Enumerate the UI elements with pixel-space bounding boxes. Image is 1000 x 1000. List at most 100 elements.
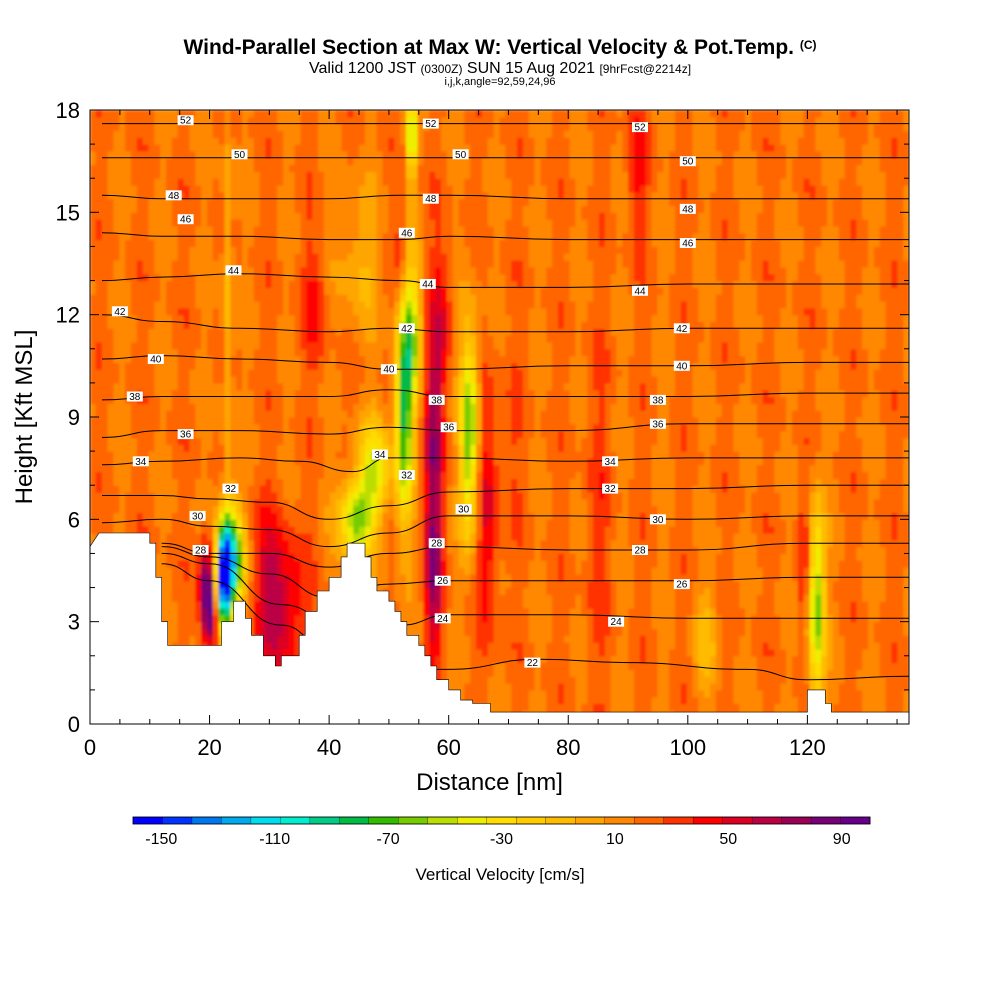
theta-contour-28 — [161, 542, 909, 568]
contour-label-bg — [225, 265, 242, 276]
contour-label-bg — [189, 510, 206, 521]
theta-contour-34 — [101, 457, 909, 473]
contour-label-bg — [126, 391, 143, 402]
plot-area: 52 52 52 50 50 50 48 48 48 46 46 46 44 44 44 42 42 42 40 40… — [90, 110, 909, 724]
contour-label-bg — [632, 545, 648, 555]
contour-label-bg — [452, 149, 469, 160]
contour-label: 38 — [129, 392, 141, 403]
colorbar-tick-label: 90 — [833, 831, 851, 848]
contour-label: 52 — [180, 116, 192, 127]
contour-label: 36 — [652, 419, 664, 430]
colorbar-swatch — [162, 816, 193, 825]
contour-label: 46 — [682, 239, 694, 250]
colorbar-swatch — [221, 816, 252, 825]
contour-label-bg — [422, 118, 439, 129]
contour-label-bg — [419, 279, 436, 289]
contour-label: 50 — [234, 150, 246, 161]
chart-indices: i,j,k,angle=92,59,24,96 — [444, 76, 556, 88]
colorbar-swatch — [250, 816, 281, 825]
contour-label: 28 — [634, 546, 646, 557]
contour-label-bg — [177, 214, 194, 225]
theta-contour-40 — [101, 355, 909, 370]
terrain — [90, 532, 909, 724]
colorbar-tick-label: -70 — [377, 831, 400, 848]
theta-contour-32 — [101, 484, 909, 520]
contour-label-bg — [649, 394, 666, 405]
x-axis-label: Distance [nm] — [416, 769, 563, 796]
contour-label-bg — [177, 115, 194, 126]
colorbar-swatch — [840, 816, 871, 825]
contour-label: 26 — [676, 580, 688, 591]
x-tick-label: 120 — [789, 735, 826, 760]
y-tick-label: 18 — [56, 98, 80, 123]
contour-label-bg — [440, 422, 457, 433]
y-tick-label: 0 — [68, 712, 80, 737]
y-tick-label: 12 — [56, 303, 80, 328]
x-tick-label: 20 — [197, 735, 221, 760]
contour-label: 46 — [401, 228, 413, 239]
contour-label: 42 — [401, 324, 413, 335]
contour-label: 22 — [527, 658, 539, 669]
contour-label-bg — [177, 429, 194, 440]
colorbar-swatch — [663, 816, 694, 825]
colorbar-swatch — [604, 816, 635, 825]
contour-label: 30 — [192, 511, 204, 522]
contour-label: 34 — [605, 457, 617, 468]
contour-label: 28 — [431, 539, 443, 550]
contour-label: 48 — [425, 194, 437, 205]
contour-label: 50 — [455, 150, 467, 161]
contour-label: 34 — [135, 457, 147, 468]
colorbar-swatch — [427, 816, 458, 825]
x-tick-label: 80 — [556, 735, 580, 760]
theta-contour-38 — [101, 389, 909, 401]
contour-label-bg — [608, 616, 625, 627]
contour-label-bg — [192, 545, 209, 555]
colorbar-swatch — [191, 816, 222, 825]
colorbar: -150 -110 -70 -30 10 50 90 Vertical Velocity [c… — [132, 816, 871, 884]
contour-label-bg — [428, 538, 445, 549]
y-tick-label: 3 — [68, 610, 80, 635]
colorbar-label: Vertical Velocity [cm/s] — [415, 865, 584, 884]
contour-label-bg — [679, 238, 696, 248]
contour-label-bg — [398, 470, 415, 480]
contour-label: 52 — [634, 123, 646, 134]
contour-label-bg — [673, 360, 690, 371]
contour-label-bg — [371, 449, 388, 460]
contour-label: 52 — [425, 119, 437, 130]
contour-label-bg — [602, 456, 619, 467]
contour-label-bg — [649, 514, 666, 525]
velocity-field — [90, 110, 909, 724]
contour-label-bg — [455, 504, 472, 515]
colorbar-tick-label: -30 — [490, 831, 513, 848]
contour-label-bg — [165, 190, 182, 201]
contour-label: 28 — [195, 546, 207, 557]
contour-label-bg — [380, 364, 397, 375]
colorbar-swatch — [339, 816, 370, 825]
theta-contour-44 — [101, 273, 909, 288]
x-tick-label: 0 — [84, 735, 96, 760]
contour-label: 36 — [180, 430, 192, 441]
y-tick-label: 9 — [68, 405, 80, 430]
theta-contours — [101, 123, 909, 681]
contour-label: 42 — [114, 307, 126, 318]
contour-label: 46 — [180, 215, 192, 226]
chart-title: Wind-Parallel Section at Max W: Vertical… — [183, 36, 817, 59]
theta-contour-22 — [161, 563, 909, 681]
contour-label: 38 — [652, 395, 664, 406]
contour-label: 24 — [611, 617, 623, 628]
colorbar-tick-label: 50 — [719, 831, 737, 848]
contour-label-bg — [222, 483, 239, 494]
x-tick-label: 60 — [436, 735, 460, 760]
contour-label-bg — [398, 227, 415, 238]
chart-subtitle: Valid 1200 JST (0300Z) SUN 15 Aug 2021 [… — [308, 60, 692, 77]
theta-contour-42 — [101, 314, 909, 333]
contour-label: 48 — [168, 191, 180, 202]
contour-label: 24 — [437, 614, 449, 625]
colorbar-swatch — [486, 816, 517, 825]
colorbar-swatch — [545, 816, 576, 825]
contour-label: 30 — [652, 515, 664, 526]
colorbar-swatch — [692, 816, 724, 825]
contour-label: 36 — [443, 423, 455, 434]
